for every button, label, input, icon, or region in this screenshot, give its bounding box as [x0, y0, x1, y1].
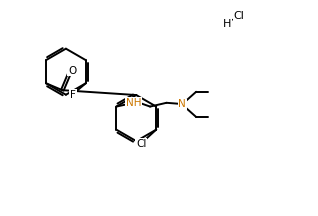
Text: O: O	[68, 66, 77, 76]
Text: N: N	[178, 99, 186, 109]
Text: Cl: Cl	[233, 11, 244, 21]
Text: Cl: Cl	[136, 138, 146, 149]
Text: H: H	[223, 19, 231, 29]
Text: NH: NH	[126, 98, 142, 108]
Text: F: F	[70, 90, 76, 100]
